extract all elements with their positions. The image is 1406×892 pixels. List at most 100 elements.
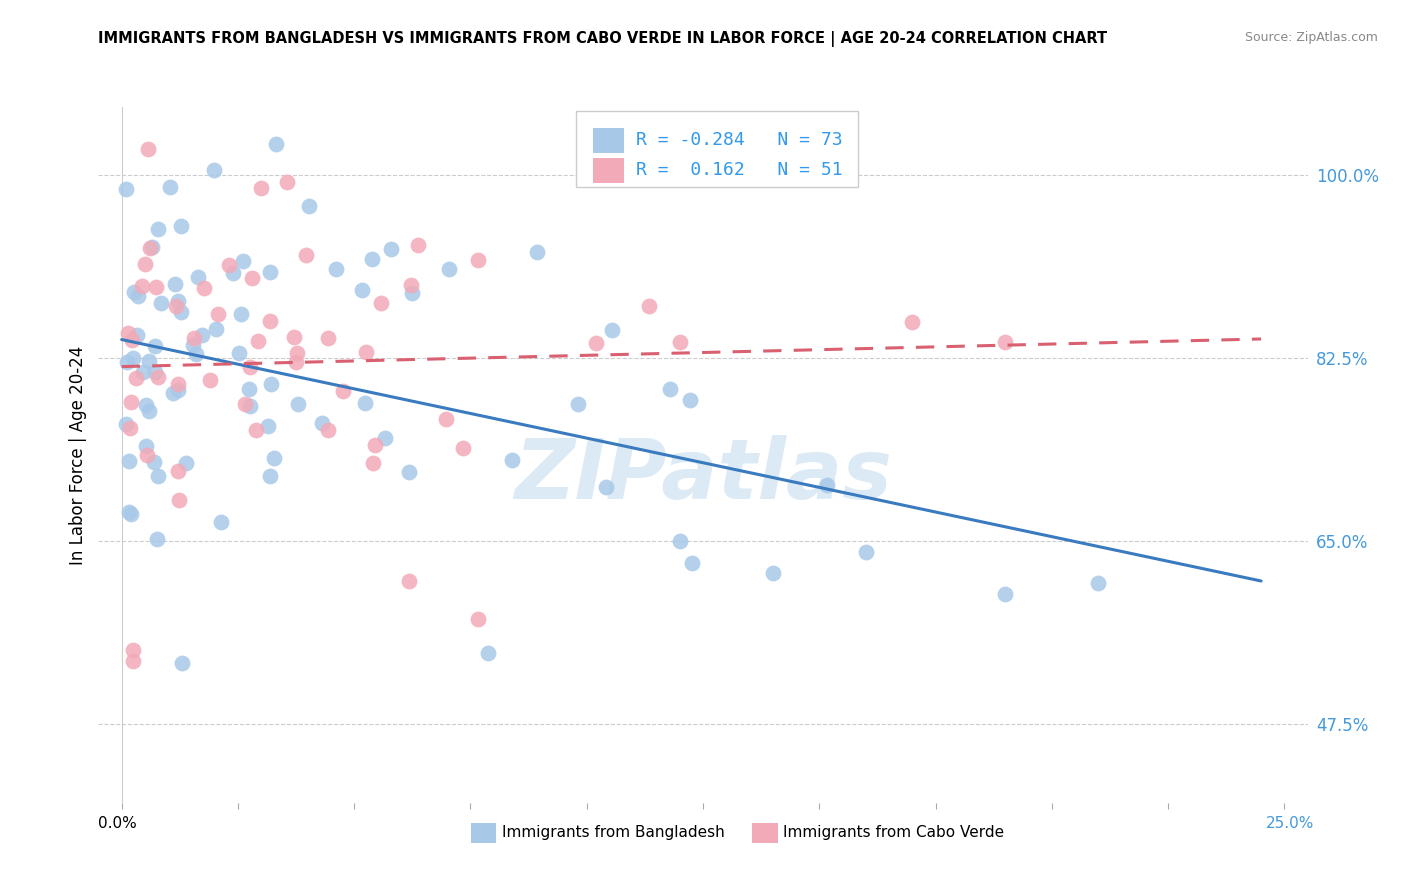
Point (121, 351, 143, 365)
Point (285, 346, 308, 360)
Point (145, 280, 167, 294)
Point (637, 299, 659, 313)
Point (284, 355, 307, 369)
Point (398, 574, 420, 588)
Point (259, 313, 281, 327)
Point (668, 335, 690, 350)
Point (567, 397, 589, 411)
Point (477, 647, 499, 661)
Point (138, 354, 160, 368)
Point (815, 478, 838, 492)
Point (276, 175, 298, 189)
Point (679, 392, 702, 407)
Point (259, 264, 281, 278)
Point (595, 480, 617, 494)
Point (222, 266, 245, 280)
Point (1087, 576, 1109, 591)
Point (263, 451, 285, 466)
Point (141, 240, 163, 254)
Point (205, 322, 228, 336)
Point (353, 396, 375, 410)
Point (138, 404, 160, 418)
Point (174, 457, 197, 471)
Text: Source: ZipAtlas.com: Source: ZipAtlas.com (1244, 31, 1378, 45)
Point (398, 465, 420, 479)
Point (170, 219, 193, 233)
Point (659, 383, 682, 397)
Text: R = -0.284   N = 73: R = -0.284 N = 73 (636, 131, 842, 149)
Point (352, 283, 374, 297)
Point (332, 384, 354, 398)
Point (125, 328, 148, 343)
Point (600, 323, 623, 337)
Point (256, 419, 278, 434)
Point (122, 643, 145, 657)
Text: R =  0.162   N = 51: R = 0.162 N = 51 (636, 161, 842, 179)
Point (501, 452, 523, 467)
Point (294, 248, 316, 262)
Point (146, 532, 169, 546)
Point (239, 399, 262, 413)
Point (198, 373, 221, 387)
Point (298, 199, 321, 213)
Point (117, 355, 139, 369)
Point (247, 334, 270, 348)
Point (149, 295, 172, 310)
Text: 0.0%: 0.0% (98, 816, 138, 831)
Point (135, 398, 157, 412)
Point (681, 556, 703, 570)
Point (166, 294, 188, 309)
Point (250, 181, 273, 195)
Point (585, 335, 607, 350)
Point (401, 278, 423, 293)
Point (207, 307, 229, 321)
Point (239, 359, 262, 374)
Point (380, 242, 402, 256)
Point (124, 285, 146, 299)
Text: Immigrants from Cabo Verde: Immigrants from Cabo Verde (783, 825, 1004, 839)
Point (117, 326, 139, 341)
Point (762, 566, 785, 580)
Point (451, 441, 474, 455)
Point (259, 468, 281, 483)
Point (467, 253, 489, 268)
Point (165, 277, 187, 292)
Y-axis label: In Labor Force | Age 20-24: In Labor Force | Age 20-24 (69, 345, 87, 565)
Point (167, 383, 190, 397)
Point (131, 278, 153, 293)
Point (120, 421, 142, 435)
Point (901, 314, 924, 328)
Point (162, 386, 184, 401)
Point (183, 331, 205, 345)
Point (264, 136, 287, 151)
Point (526, 244, 548, 259)
Point (118, 505, 141, 519)
Point (146, 469, 169, 483)
Point (363, 438, 385, 452)
Point (363, 456, 385, 470)
Text: ZIPatlas: ZIPatlas (515, 435, 891, 516)
Point (238, 382, 260, 396)
Point (354, 345, 377, 359)
Point (325, 262, 347, 277)
Point (139, 241, 162, 255)
Point (172, 656, 194, 670)
Point (121, 333, 143, 347)
Text: 25.0%: 25.0% (1267, 816, 1315, 831)
Point (994, 586, 1017, 600)
Point (233, 397, 256, 411)
Text: Immigrants from Bangladesh: Immigrants from Bangladesh (502, 825, 724, 839)
Point (167, 377, 190, 392)
Point (193, 280, 215, 294)
Point (115, 417, 138, 432)
Point (170, 305, 193, 319)
Point (283, 329, 305, 343)
Point (191, 328, 214, 343)
Point (374, 431, 396, 445)
Point (124, 371, 146, 385)
Point (994, 335, 1017, 350)
Point (187, 269, 209, 284)
Point (260, 377, 283, 392)
Point (118, 454, 141, 468)
Point (231, 308, 253, 322)
